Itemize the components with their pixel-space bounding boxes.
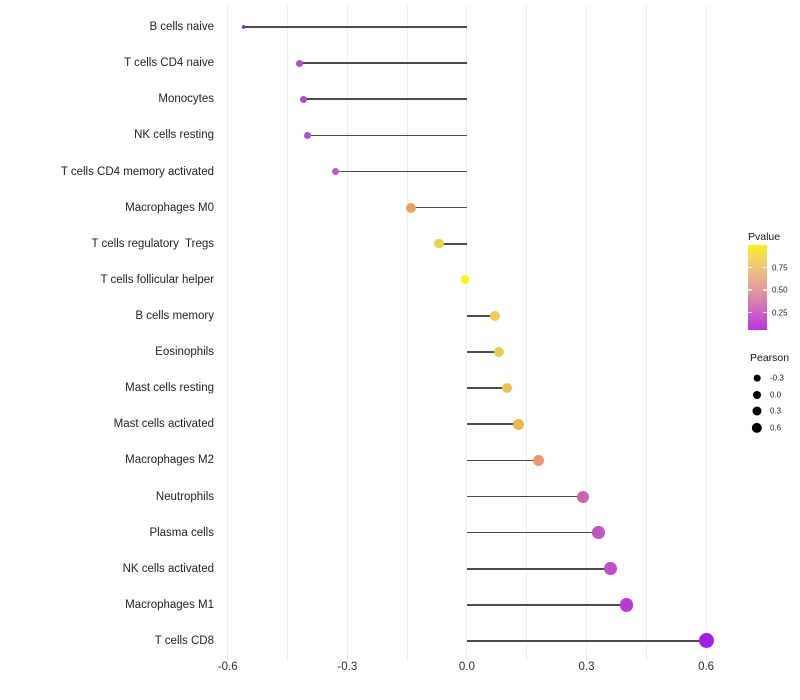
lollipop-dot [296,59,303,67]
y-axis-category-label: T cells regulatory Tregs [91,237,214,250]
vertical-gridline [526,5,528,661]
vertical-gridline [705,5,707,661]
lollipop-dot [501,383,512,394]
lollipop-stem [243,26,467,28]
lollipop-dot [460,275,470,285]
colorbar-tick-mark [763,311,767,314]
colorbar-tick-mark [748,289,752,291]
colorbar-tick-label: 0.75 [772,263,788,273]
lollipop-dot [406,202,417,213]
lollipop-stem [307,134,467,137]
size-legend-label: 0.6 [770,423,782,433]
y-axis-category-label: Macrophages M2 [125,454,214,467]
y-axis-category-label: T cells CD4 naive [124,57,214,70]
lollipop-dot [576,490,589,503]
lollipop-stem [466,387,507,389]
lollipop-dot [604,562,617,576]
x-tick-label: 0.6 [698,661,715,673]
lollipop-dot [619,598,634,612]
y-axis-category-label: B cells memory [135,309,214,322]
lollipop-stem [466,640,707,642]
vertical-gridline [406,5,408,661]
vertical-gridline [227,5,229,661]
y-axis-labels: B cells naive T cells CD4 naive Monocytes N… [0,9,214,659]
y-axis-category-label: Mast cells activated [113,418,214,431]
size-legend-dot [753,374,761,382]
y-axis-category-label: T cells CD4 memory activated [60,165,214,178]
size-legend-label: -0.3 [770,373,784,383]
y-axis-category-label: Eosinophils [155,346,214,359]
y-axis-category-label: T cells follicular helper [100,273,214,286]
vertical-gridline [466,5,468,661]
plot-panel [221,5,730,661]
lollipop-dot [513,418,525,430]
lollipop-stem [466,495,583,498]
lollipop-stem [299,62,467,64]
lollipop-stem [466,315,495,317]
lollipop-dot [489,310,500,321]
colorbar-tick-mark [763,266,767,269]
x-tick-label: 0.0 [458,661,475,673]
lollipop-stem [439,242,467,245]
pvalue-colorbar [748,245,767,330]
size-legend-dot [751,422,763,434]
size-legend-label: 0.3 [770,406,782,416]
lollipop-stem [466,604,627,606]
lollipop-dot [532,454,545,467]
y-axis-category-label: NK cells resting [134,129,214,142]
lollipop-dot [493,347,504,358]
lollipop-stem [411,206,467,209]
colorbar-tick-mark [748,266,752,269]
lollipop-stem [466,351,499,353]
size-legend-label: 0.0 [770,390,782,400]
y-axis-category-label: Macrophages M1 [125,598,214,611]
y-axis-category-label: B cells naive [149,21,214,34]
size-legend-dot [753,390,761,399]
x-tick-label: -0.6 [217,661,238,673]
pearson-legend-title: Pearson [750,352,790,364]
vertical-gridline [645,5,647,661]
colorbar-tick-label: 0.25 [772,308,788,318]
x-tick-label: 0.3 [578,661,595,673]
colorbar-tick-mark [763,289,767,291]
x-tick-label: -0.3 [337,661,358,673]
lollipop-dot [242,25,246,29]
pvalue-legend-title: Pvalue [748,231,781,243]
lollipop-dot [434,239,444,249]
lollipop-dot [304,131,311,139]
vertical-gridline [287,5,289,661]
lollipop-stem [466,531,599,534]
size-legend-dot [752,406,762,416]
lollipop-stem [466,459,539,462]
lollipop-stem [303,98,467,101]
y-axis-category-label: Macrophages M0 [125,201,214,214]
lollipop-dot [592,526,605,539]
colorbar-tick-label: 0.50 [772,285,788,295]
lollipop-dot [698,633,714,649]
y-axis-category-label: Mast cells resting [125,382,214,395]
lollipop-dot [331,168,339,175]
colorbar-tick-mark [748,311,752,314]
lollipop-stem [466,567,611,570]
lollipop-stem [466,423,519,426]
vertical-gridline [586,5,587,661]
y-axis-category-label: NK cells activated [122,562,214,575]
pvalue-color-legend: Pvalue 0.75 0.50 0.25 [748,231,788,330]
lollipop-dot [300,95,307,103]
pearson-size-legend: Pearson -0.3 0.0 0.3 0.6 [750,352,790,434]
y-axis-category-label: T cells CD8 [154,634,214,647]
y-axis-category-label: Plasma cells [149,526,214,539]
lollipop-stem [335,170,467,173]
y-axis-category-label: Monocytes [158,93,214,106]
vertical-gridline [346,5,348,661]
y-axis-category-label: Neutrophils [155,490,214,503]
